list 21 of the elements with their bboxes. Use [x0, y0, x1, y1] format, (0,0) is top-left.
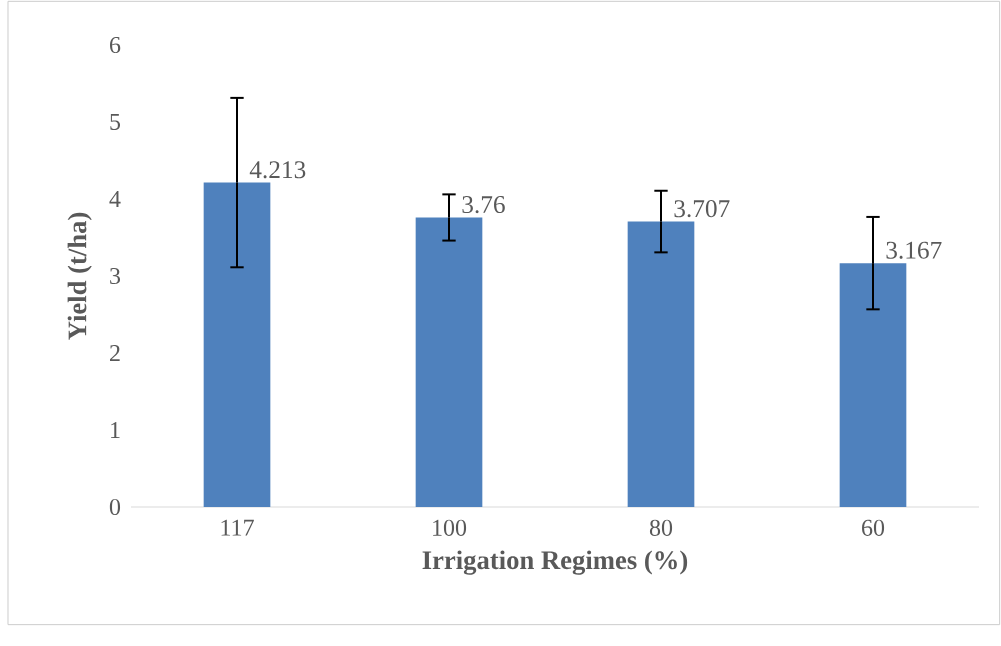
y-tick-label: 5: [110, 114, 121, 130]
bar: [203, 182, 271, 507]
data-label: 3.707: [674, 200, 730, 218]
x-tick-label: 60: [862, 519, 885, 536]
y-tick-label: 0: [109, 498, 121, 516]
y-tick-label: 1: [111, 422, 120, 438]
data-label: 3.167: [886, 241, 942, 259]
y-axis-title: Yield (t/ha): [67, 212, 92, 340]
data-label: 4.213: [249, 161, 306, 179]
y-tick-label: 3: [110, 267, 121, 285]
data-label: 3.76: [462, 196, 505, 214]
y-tick-label: 6: [109, 36, 121, 54]
bar: [627, 221, 695, 507]
x-axis-title: Irrigation Regimes (%): [422, 550, 688, 575]
x-tick-label: 117: [221, 519, 254, 536]
y-tick-label: 2: [110, 345, 120, 361]
x-tick-label: 80: [649, 519, 673, 536]
x-tick-label: 100: [433, 519, 467, 536]
bar: [415, 217, 483, 507]
y-tick-label: 4: [109, 191, 121, 207]
bar: [839, 263, 907, 507]
